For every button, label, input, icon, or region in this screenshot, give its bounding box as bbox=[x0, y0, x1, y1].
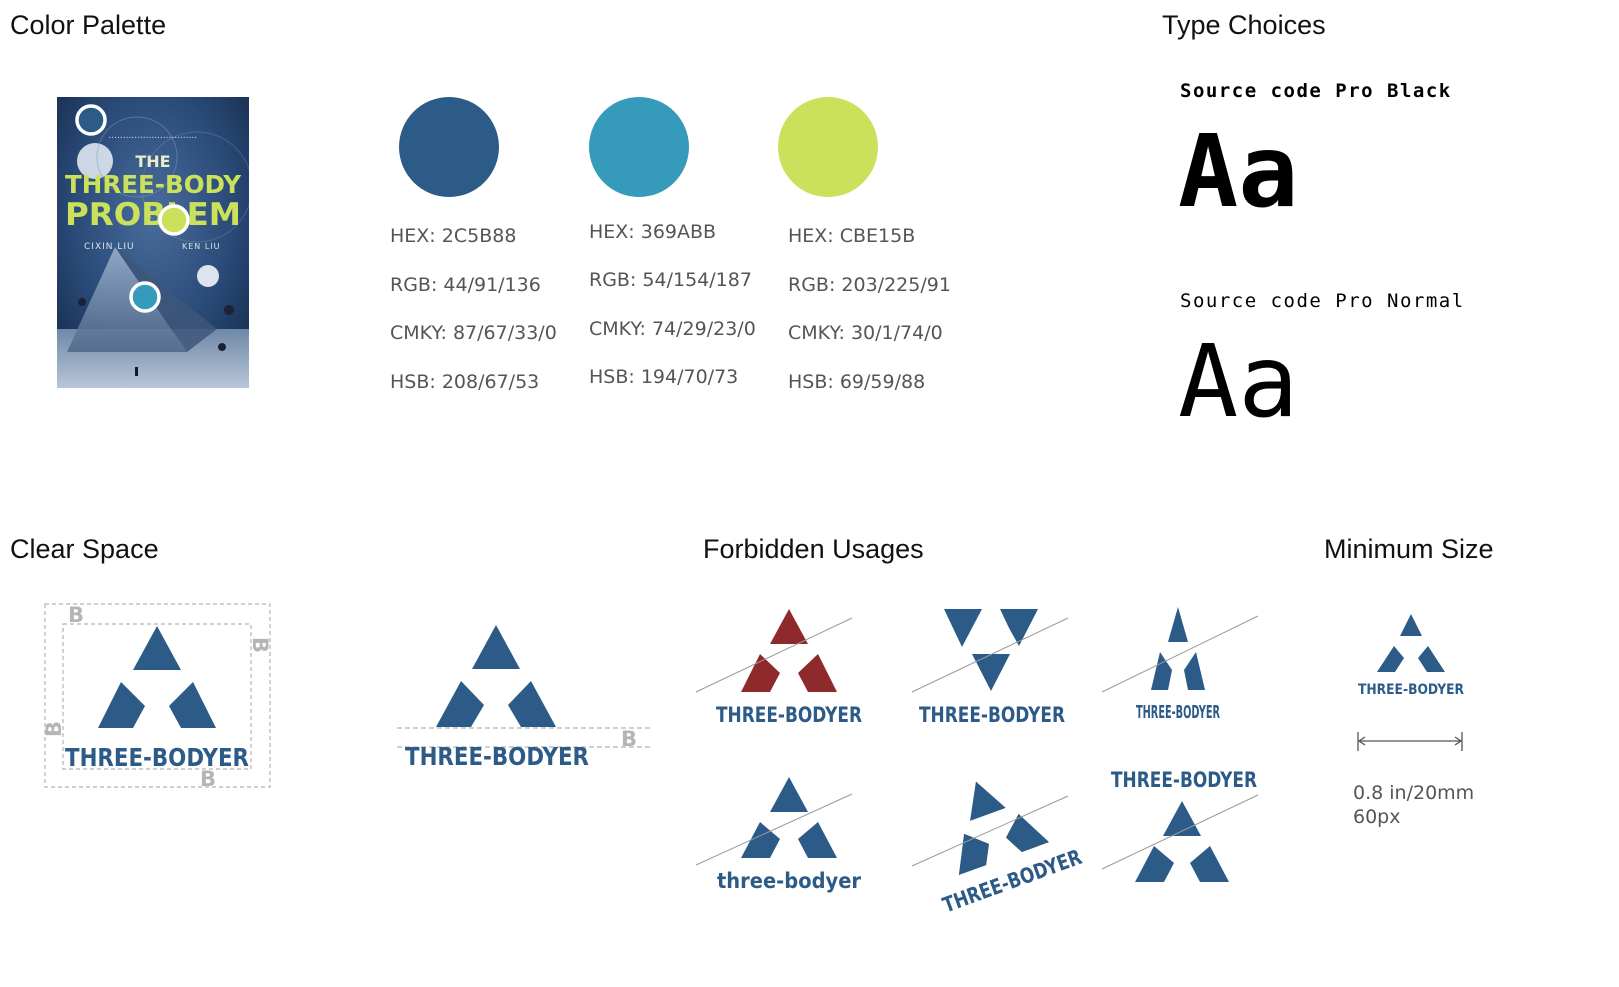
type-black-name: Source code Pro Black bbox=[1180, 80, 1452, 102]
logo-wordmark-lowercase: three-bodyer bbox=[717, 869, 862, 893]
swatch-teal bbox=[589, 97, 689, 197]
swatch-2-cmyk: CMKY: 74/29/23/0 bbox=[589, 318, 756, 340]
swatch-3-rgb: RGB: 203/225/91 bbox=[788, 274, 951, 296]
cover-title-the: THE bbox=[135, 152, 170, 171]
sample-marker-dark-blue bbox=[75, 104, 107, 136]
strike-line bbox=[695, 617, 853, 693]
logo-wordmark: THREE-BODYER bbox=[1111, 768, 1257, 792]
svg-text:••••••••••••••••••••••••••••••: ••••••••••••••••••••••••••••••• bbox=[109, 135, 198, 140]
swatch-dark-blue bbox=[399, 97, 499, 197]
minimum-size-diagram: THREE-BODYER bbox=[1357, 614, 1464, 751]
type-normal-name: Source code Pro Normal bbox=[1180, 290, 1465, 312]
clearspace-marker-right: B bbox=[248, 637, 272, 653]
logo-wordmark: THREE-BODYER bbox=[65, 743, 249, 772]
clearspace-marker: B bbox=[621, 727, 637, 751]
cover-title-line2: PROBLEM bbox=[65, 197, 241, 233]
logo-triangles bbox=[1135, 801, 1229, 882]
swatch-3-cmyk: CMKY: 30/1/74/0 bbox=[788, 322, 943, 344]
strike-line bbox=[1101, 794, 1259, 870]
book-cover-image: ••••••••••••••••••••••••••••••• THE THRE… bbox=[57, 97, 249, 388]
swatch-1-cmyk: CMKY: 87/67/33/0 bbox=[390, 322, 557, 344]
planet-shape bbox=[197, 265, 219, 287]
forbidden-rearranged: THREE-BODYER bbox=[1101, 768, 1259, 882]
baseline-clear-space-diagram: THREE-BODYER B bbox=[397, 625, 652, 771]
swatch-2-rgb: RGB: 54/154/187 bbox=[589, 269, 752, 291]
minimum-size-px: 60px bbox=[1353, 806, 1401, 828]
logo-triangles-inverted bbox=[944, 609, 1038, 691]
clear-space-diagram: THREE-BODYER B B B B bbox=[42, 603, 272, 791]
forbidden-rotated: THREE-BODYER bbox=[911, 781, 1085, 913]
pyramid-shape bbox=[67, 247, 187, 352]
logo-triangles bbox=[98, 626, 216, 728]
swatch-2-hsb: HSB: 194/70/73 bbox=[589, 366, 739, 388]
sample-marker-teal bbox=[129, 281, 161, 313]
cover-translator: KEN LIU bbox=[182, 242, 221, 251]
forbidden-usages-heading: Forbidden Usages bbox=[703, 534, 924, 564]
forbidden-inverted-mark: THREE-BODYER bbox=[911, 609, 1069, 727]
strike-line bbox=[911, 617, 1069, 693]
outer-clearspace-box bbox=[44, 603, 271, 788]
cover-title-line1: THREE-BODY bbox=[65, 170, 242, 199]
swatch-1-rgb: RGB: 44/91/136 bbox=[390, 274, 541, 296]
type-choices-heading: Type Choices bbox=[1162, 10, 1326, 40]
rotated-logo-group: THREE-BODYER bbox=[939, 781, 1085, 913]
logo-wordmark: THREE-BODYER bbox=[405, 742, 589, 771]
type-normal-sample: Aa bbox=[1178, 323, 1299, 440]
logo-wordmark-small: THREE-BODYER bbox=[1358, 682, 1464, 698]
color-palette-heading: Color Palette bbox=[10, 10, 167, 40]
logo-wordmark-condensed: THREE-BODYER bbox=[1136, 702, 1220, 723]
planet-shape bbox=[77, 143, 113, 179]
swatch-1-hex: HEX: 2C5B88 bbox=[390, 225, 517, 247]
forbidden-lowercase: three-bodyer bbox=[695, 777, 862, 893]
logo-triangles bbox=[741, 777, 837, 858]
inner-logo-box bbox=[62, 623, 252, 770]
sample-marker-lime bbox=[158, 204, 190, 236]
clearspace-marker-top: B bbox=[68, 603, 84, 627]
logo-triangles-condensed bbox=[1151, 607, 1205, 690]
dimension-line bbox=[1357, 732, 1463, 751]
clearspace-marker-bottom: B bbox=[200, 767, 216, 791]
logo-wordmark: THREE-BODYER bbox=[939, 845, 1084, 913]
strike-line bbox=[695, 793, 853, 866]
swatch-lime bbox=[778, 97, 878, 197]
logo-wordmark: THREE-BODYER bbox=[919, 703, 1065, 727]
logo-triangles-red bbox=[741, 609, 837, 692]
forbidden-wrong-color: THREE-BODYER bbox=[695, 609, 862, 727]
type-black-sample: Aa bbox=[1178, 113, 1299, 230]
swatch-3-hsb: HSB: 69/59/88 bbox=[788, 371, 926, 393]
strike-line bbox=[1101, 615, 1259, 693]
swatch-2-hex: HEX: 369ABB bbox=[589, 221, 717, 243]
logo-wordmark: THREE-BODYER bbox=[716, 703, 862, 727]
minimum-size-value: 0.8 in/20mm bbox=[1353, 782, 1475, 804]
clear-space-heading: Clear Space bbox=[10, 534, 159, 564]
swatch-1-hsb: HSB: 208/67/53 bbox=[390, 371, 540, 393]
swatch-3-hex: HEX: CBE15B bbox=[788, 225, 916, 247]
minimum-size-heading: Minimum Size bbox=[1324, 534, 1494, 564]
forbidden-stretched: THREE-BODYER bbox=[1101, 607, 1259, 723]
strike-line bbox=[911, 795, 1069, 867]
clearspace-marker-left: B bbox=[42, 721, 66, 737]
cover-author: CIXIN LIU bbox=[84, 242, 135, 252]
logo-triangles bbox=[436, 625, 556, 727]
logo-triangles-small bbox=[1377, 614, 1445, 672]
logo-triangles bbox=[958, 781, 1050, 876]
